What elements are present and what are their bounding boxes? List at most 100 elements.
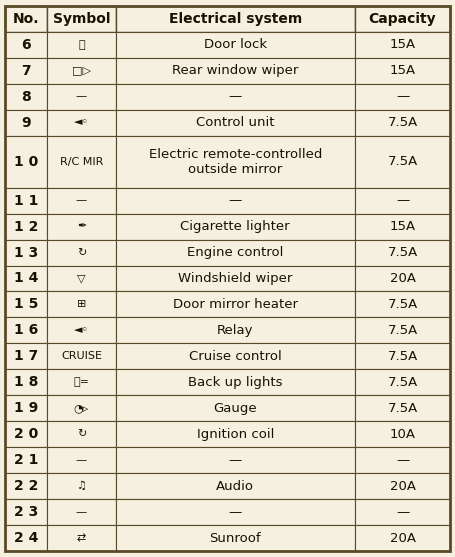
Bar: [116, 473, 354, 500]
Bar: [47, 6, 116, 32]
Text: 1 5: 1 5: [14, 297, 38, 311]
Text: —: —: [396, 454, 409, 467]
Bar: [354, 110, 450, 135]
Text: Engine control: Engine control: [187, 246, 283, 259]
Bar: [5, 213, 47, 240]
Bar: [47, 291, 116, 317]
Text: Rear window wiper: Rear window wiper: [172, 64, 298, 77]
Text: Cigarette lighter: Cigarette lighter: [181, 220, 290, 233]
Bar: [47, 213, 116, 240]
Bar: [47, 525, 116, 551]
Bar: [116, 291, 354, 317]
Text: ⎓: ⎓: [78, 40, 85, 50]
Text: 1 8: 1 8: [14, 375, 38, 389]
Bar: [116, 525, 354, 551]
Text: Relay: Relay: [217, 324, 253, 337]
Text: —: —: [76, 507, 87, 517]
Text: 7: 7: [21, 63, 30, 77]
Text: 15A: 15A: [389, 38, 415, 51]
Bar: [5, 57, 47, 84]
Bar: [354, 240, 450, 266]
Bar: [5, 500, 47, 525]
Text: —: —: [229, 194, 242, 207]
Bar: [116, 500, 354, 525]
Text: ♫: ♫: [76, 481, 86, 491]
Bar: [354, 525, 450, 551]
Bar: [5, 369, 47, 395]
Bar: [47, 500, 116, 525]
Bar: [116, 84, 354, 110]
Text: 7.5A: 7.5A: [387, 298, 418, 311]
Bar: [354, 473, 450, 500]
Bar: [47, 422, 116, 447]
Bar: [47, 32, 116, 57]
Bar: [5, 422, 47, 447]
Bar: [116, 135, 354, 188]
Bar: [47, 447, 116, 473]
Bar: [354, 291, 450, 317]
Bar: [116, 395, 354, 422]
Bar: [47, 240, 116, 266]
Text: No.: No.: [12, 12, 39, 26]
Text: 7.5A: 7.5A: [387, 350, 418, 363]
Bar: [116, 447, 354, 473]
Text: Windshield wiper: Windshield wiper: [178, 272, 293, 285]
Text: —: —: [229, 506, 242, 519]
Bar: [47, 188, 116, 213]
Bar: [47, 135, 116, 188]
Bar: [5, 317, 47, 344]
Bar: [354, 57, 450, 84]
Text: Symbol: Symbol: [53, 12, 110, 26]
Text: ⊞: ⊞: [77, 300, 86, 310]
Text: 20A: 20A: [389, 532, 415, 545]
Text: 2 4: 2 4: [14, 531, 38, 545]
Text: Cruise control: Cruise control: [189, 350, 282, 363]
Text: Control unit: Control unit: [196, 116, 274, 129]
Text: 15A: 15A: [389, 220, 415, 233]
Bar: [5, 395, 47, 422]
Bar: [354, 266, 450, 291]
Bar: [354, 500, 450, 525]
Text: Gauge: Gauge: [213, 402, 257, 415]
Text: ✒: ✒: [77, 222, 86, 232]
Text: ↻: ↻: [77, 247, 86, 257]
Text: 1 0: 1 0: [14, 154, 38, 169]
Text: 20A: 20A: [389, 480, 415, 493]
Text: 9: 9: [21, 115, 30, 130]
Text: —: —: [76, 91, 87, 101]
Bar: [116, 369, 354, 395]
Text: 2 3: 2 3: [14, 505, 38, 520]
Bar: [354, 188, 450, 213]
Bar: [116, 32, 354, 57]
Bar: [5, 135, 47, 188]
Text: 7.5A: 7.5A: [387, 116, 418, 129]
Text: Sunroof: Sunroof: [209, 532, 261, 545]
Bar: [354, 32, 450, 57]
Text: Door mirror heater: Door mirror heater: [173, 298, 298, 311]
Text: 8: 8: [21, 90, 30, 104]
Text: —: —: [396, 194, 409, 207]
Text: Electric remote-controlled
outside mirror: Electric remote-controlled outside mirro…: [149, 148, 322, 175]
Text: 2 2: 2 2: [14, 480, 38, 494]
Text: 1 4: 1 4: [14, 271, 38, 286]
Text: 20A: 20A: [389, 272, 415, 285]
Text: 1 9: 1 9: [14, 402, 38, 416]
Bar: [354, 344, 450, 369]
Bar: [47, 344, 116, 369]
Text: Capacity: Capacity: [369, 12, 436, 26]
Text: ◄◦: ◄◦: [74, 118, 89, 128]
Bar: [116, 317, 354, 344]
Text: 1 6: 1 6: [14, 324, 38, 338]
Bar: [5, 6, 47, 32]
Text: Ignition coil: Ignition coil: [197, 428, 274, 441]
Bar: [47, 395, 116, 422]
Text: —: —: [396, 506, 409, 519]
Text: ◔▹: ◔▹: [74, 403, 89, 413]
Text: □▷: □▷: [72, 66, 91, 76]
Text: 15A: 15A: [389, 64, 415, 77]
Text: ⇄: ⇄: [77, 534, 86, 544]
Bar: [5, 525, 47, 551]
Text: 10A: 10A: [389, 428, 415, 441]
Bar: [47, 369, 116, 395]
Bar: [5, 32, 47, 57]
